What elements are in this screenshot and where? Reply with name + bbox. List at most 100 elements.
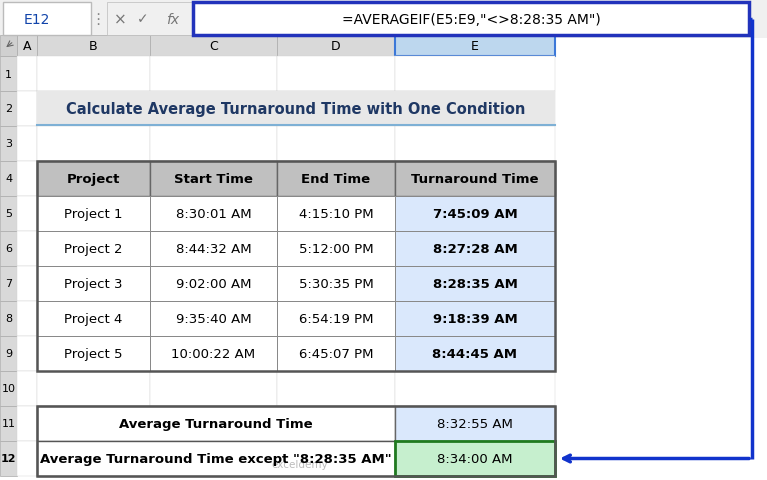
Bar — [395, 162, 555, 197]
Bar — [277, 162, 395, 197]
Text: 8:44:45 AM: 8:44:45 AM — [433, 347, 518, 360]
Text: 8:44:32 AM: 8:44:32 AM — [176, 242, 252, 255]
Bar — [17, 301, 37, 336]
Text: B: B — [89, 40, 98, 53]
Bar — [150, 406, 277, 441]
Bar — [395, 266, 555, 301]
Bar — [395, 301, 555, 336]
Text: =AVERAGEIF(E5:E9,"<>8:28:35 AM"): =AVERAGEIF(E5:E9,"<>8:28:35 AM") — [341, 12, 601, 26]
Bar — [17, 197, 37, 231]
Text: 6:54:19 PM: 6:54:19 PM — [299, 312, 374, 325]
Bar — [37, 127, 150, 162]
Bar — [277, 36, 395, 57]
Bar — [395, 301, 555, 336]
Text: ⋮: ⋮ — [91, 12, 106, 27]
Bar — [150, 441, 277, 476]
Bar — [277, 336, 395, 371]
Text: 12: 12 — [1, 454, 16, 464]
Bar — [395, 406, 555, 441]
Text: 6: 6 — [5, 244, 12, 254]
Bar — [37, 266, 150, 301]
Text: 8: 8 — [5, 314, 12, 324]
Bar — [0, 0, 767, 39]
Bar — [37, 406, 150, 441]
Bar — [395, 371, 555, 406]
Bar — [150, 127, 277, 162]
Bar — [150, 336, 277, 371]
Bar — [0, 266, 17, 301]
Bar — [395, 57, 555, 92]
Bar — [37, 441, 150, 476]
Text: 3: 3 — [5, 139, 12, 149]
Bar — [277, 127, 395, 162]
Text: 5: 5 — [5, 209, 12, 219]
Bar — [277, 162, 395, 197]
Bar — [0, 127, 17, 162]
Bar — [150, 266, 277, 301]
Text: Average Turnaround Time: Average Turnaround Time — [119, 417, 313, 430]
Bar — [277, 406, 395, 441]
Bar — [395, 266, 555, 301]
Bar — [395, 336, 555, 371]
Bar — [277, 197, 395, 231]
Text: Project 1: Project 1 — [64, 207, 123, 220]
Bar — [150, 197, 277, 231]
Bar — [150, 231, 277, 266]
Bar — [277, 197, 395, 231]
Text: fx: fx — [166, 12, 179, 26]
Text: 4:15:10 PM: 4:15:10 PM — [298, 207, 374, 220]
Bar — [395, 36, 555, 57]
Text: Average Turnaround Time except "8:28:35 AM": Average Turnaround Time except "8:28:35 … — [40, 452, 392, 465]
Bar — [277, 92, 395, 127]
Bar — [395, 197, 555, 231]
Text: Calculate Average Turnaround Time with One Condition: Calculate Average Turnaround Time with O… — [66, 102, 525, 117]
Bar — [395, 231, 555, 266]
Bar — [277, 266, 395, 301]
Text: D: D — [331, 40, 341, 53]
Text: 9:35:40 AM: 9:35:40 AM — [176, 312, 252, 325]
Text: 4: 4 — [5, 174, 12, 184]
Text: End Time: End Time — [301, 173, 370, 186]
Bar — [150, 36, 277, 57]
Bar — [0, 57, 17, 92]
Bar — [37, 266, 150, 301]
Text: 8:28:35 AM: 8:28:35 AM — [433, 277, 518, 290]
Bar — [395, 441, 555, 476]
Bar — [37, 92, 555, 127]
Text: Project 3: Project 3 — [64, 277, 123, 290]
Bar — [37, 441, 395, 476]
Bar — [395, 231, 555, 266]
Bar — [17, 231, 37, 266]
Text: E12: E12 — [24, 12, 50, 26]
Text: Project 5: Project 5 — [64, 347, 123, 360]
Bar — [37, 371, 150, 406]
Bar — [37, 231, 150, 266]
Bar — [37, 197, 150, 231]
Bar — [107, 3, 192, 36]
Bar — [17, 336, 37, 371]
Bar — [0, 406, 17, 441]
Bar — [0, 336, 17, 371]
Bar — [37, 301, 150, 336]
Bar — [193, 3, 749, 36]
Text: 1: 1 — [5, 69, 12, 79]
Bar — [37, 336, 150, 371]
Text: 10: 10 — [2, 384, 15, 394]
Bar — [150, 162, 277, 197]
Bar — [17, 36, 37, 57]
Bar — [37, 162, 150, 197]
Text: 7:45:09 AM: 7:45:09 AM — [433, 207, 518, 220]
Text: Project 2: Project 2 — [64, 242, 123, 255]
Bar — [0, 301, 17, 336]
Bar — [277, 371, 395, 406]
Text: 9: 9 — [5, 349, 12, 359]
Bar — [150, 231, 277, 266]
Text: Project: Project — [67, 173, 120, 186]
Text: Project 4: Project 4 — [64, 312, 123, 325]
Bar — [37, 336, 150, 371]
Bar — [17, 127, 37, 162]
Bar — [37, 57, 150, 92]
Bar — [0, 197, 17, 231]
Text: 8:34:00 AM: 8:34:00 AM — [437, 452, 513, 465]
Bar — [37, 162, 150, 197]
